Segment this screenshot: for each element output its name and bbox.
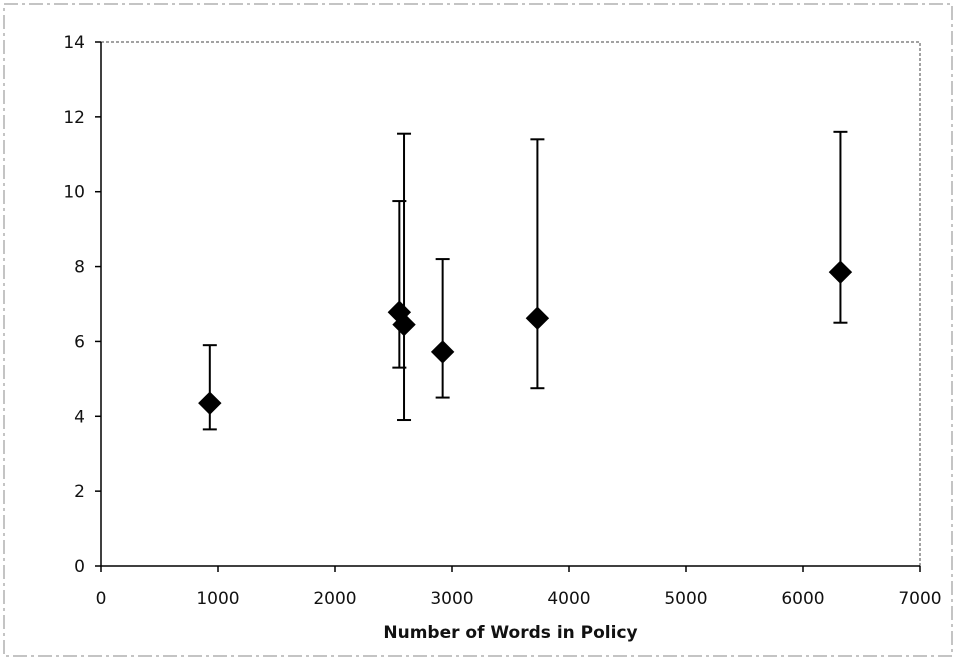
data-point-diamond [430, 340, 455, 364]
error-bar [397, 132, 412, 422]
data-point-diamond [392, 312, 416, 337]
x-tick-label: 2000 [313, 589, 356, 609]
error-bar [530, 138, 545, 390]
error-bar [202, 344, 217, 431]
data-point-diamond [198, 391, 222, 415]
y-tick-label: 12 [63, 108, 85, 128]
x-tick-label: 3000 [430, 589, 473, 609]
x-axis-title: Number of Words in Policy [383, 623, 637, 643]
x-tick-label: 4000 [547, 589, 590, 609]
y-tick-label: 8 [74, 258, 85, 278]
data-markers [198, 260, 853, 415]
y-axis-ticks: 0 2 4 6 8 10 12 14 [63, 33, 101, 577]
error-bars [202, 130, 848, 431]
y-tick-label: 14 [63, 33, 85, 53]
error-bar [435, 258, 450, 399]
x-axis-ticks: 0 1000 2000 3000 4000 5000 6000 7000 [96, 566, 942, 609]
y-tick-label: 2 [74, 482, 85, 502]
plot-area [100, 41, 921, 567]
data-point-diamond [828, 260, 853, 284]
y-tick-label: 6 [74, 332, 85, 352]
x-tick-label: 1000 [196, 589, 239, 609]
x-tick-label: 0 [96, 589, 107, 609]
y-tick-label: 10 [63, 183, 85, 203]
y-tick-label: 4 [74, 407, 85, 427]
data-point-diamond [525, 306, 550, 330]
x-tick-label: 6000 [781, 589, 824, 609]
error-bar [833, 130, 848, 324]
x-tick-label: 5000 [664, 589, 707, 609]
x-tick-label: 7000 [898, 589, 941, 609]
y-tick-label: 0 [74, 557, 85, 577]
